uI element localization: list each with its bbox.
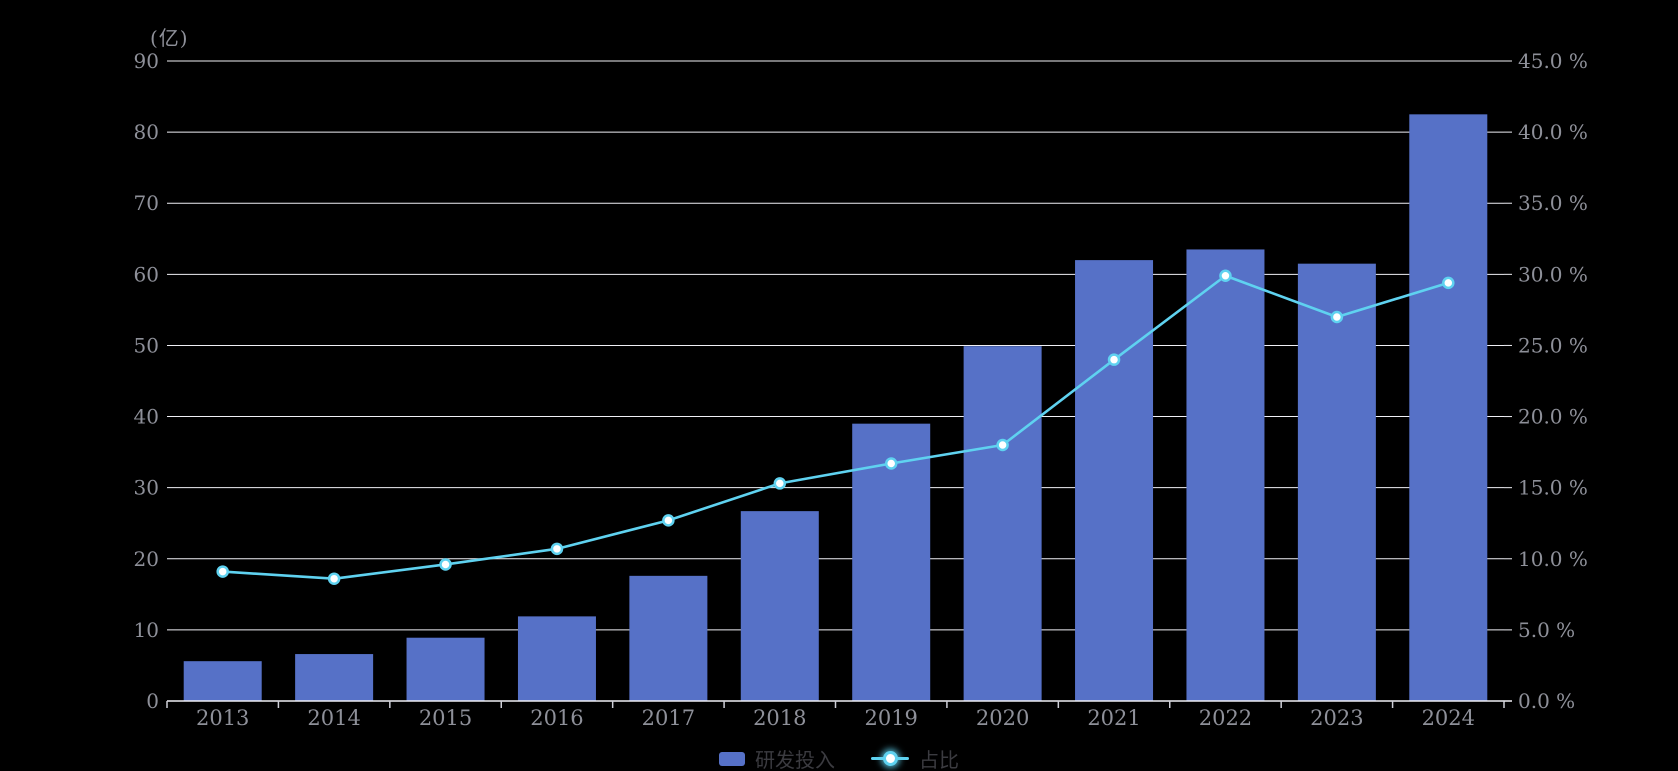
legend-item-rd-investment[interactable]: 研发投入 (719, 744, 835, 771)
right-axis-label: 45.0 % (1518, 49, 1588, 73)
x-axis-label-2017: 2017 (642, 706, 695, 730)
ratio-point-2020[interactable] (996, 438, 1009, 452)
ratio-point-2016[interactable] (550, 542, 564, 556)
right-axis-label: 30.0 % (1518, 262, 1588, 286)
bar-2017[interactable] (629, 575, 708, 701)
x-axis-label-2016: 2016 (530, 706, 583, 730)
right-axis-label: 10.0 % (1518, 547, 1588, 571)
ratio-point-2019[interactable] (884, 457, 898, 470)
bar-2020[interactable] (963, 346, 1042, 701)
right-axis-label: 40.0 % (1518, 120, 1588, 144)
x-axis-label-2020: 2020 (976, 706, 1029, 730)
left-axis-label: 60 (134, 262, 159, 286)
x-axis-label-2024: 2024 (1422, 706, 1475, 730)
x-axis-label-2013: 2013 (196, 706, 249, 730)
bar-2023[interactable] (1297, 263, 1376, 701)
legend-label-ratio: 占比 (919, 748, 959, 771)
ratio-point-2013[interactable] (216, 565, 229, 578)
legend-label-rd-investment: 研发投入 (755, 748, 835, 771)
bar-2015[interactable] (406, 637, 485, 701)
ratio-point-2022[interactable] (1219, 269, 1232, 283)
right-axis-label: 5.0 % (1518, 618, 1575, 642)
left-axis-label: 90 (134, 49, 159, 73)
left-axis-label: 40 (134, 405, 159, 429)
ratio-point-2021[interactable] (1107, 353, 1121, 366)
ratio-point-2014[interactable] (327, 572, 341, 585)
bar-2022[interactable] (1186, 249, 1265, 701)
bar-2019[interactable] (852, 423, 931, 701)
left-axis-label: 30 (134, 476, 159, 500)
ratio-point-2017[interactable] (662, 514, 675, 527)
left-axis-label: 70 (134, 191, 159, 215)
right-axis-label: 20.0 % (1518, 405, 1588, 429)
ratio-point-2018[interactable] (773, 477, 787, 490)
left-axis-unit-label: (亿) (150, 26, 189, 50)
bar-2014[interactable] (295, 654, 374, 701)
left-axis-label: 0 (146, 689, 159, 713)
right-axis-label: 35.0 % (1518, 191, 1588, 215)
bar-2016[interactable] (517, 616, 596, 701)
ratio-point-2015[interactable] (439, 558, 452, 571)
ratio-point-2023[interactable] (1330, 310, 1344, 324)
x-axis-label-2018: 2018 (753, 706, 806, 730)
x-axis-label-2019: 2019 (864, 706, 917, 730)
right-axis-label: 0.0 % (1518, 689, 1575, 713)
left-axis-label: 10 (134, 618, 159, 642)
line-dot-icon (882, 751, 898, 766)
x-axis-label-2023: 2023 (1310, 706, 1363, 730)
right-axis-label: 25.0 % (1518, 333, 1588, 357)
legend: 研发投入 占比 (0, 744, 1678, 771)
bar-2021[interactable] (1075, 260, 1154, 701)
ratio-point-2024[interactable] (1442, 276, 1455, 290)
left-axis-label: 50 (134, 333, 159, 357)
left-axis-label: 20 (134, 547, 159, 571)
x-axis-label-2022: 2022 (1199, 706, 1252, 730)
bar-2018[interactable] (740, 511, 819, 701)
x-axis-label-2015: 2015 (419, 706, 472, 730)
x-axis-label-2021: 2021 (1087, 706, 1140, 730)
right-axis-label: 15.0 % (1518, 476, 1588, 500)
bar-2024[interactable] (1409, 114, 1488, 702)
bar-series-swatch-icon (719, 751, 745, 766)
left-axis-label: 80 (134, 120, 159, 144)
x-axis-label-2014: 2014 (307, 706, 360, 730)
line-series-marker-icon (871, 751, 909, 767)
bar-2013[interactable] (183, 661, 262, 701)
ratio-line (221, 274, 1450, 580)
legend-item-ratio[interactable]: 占比 (871, 744, 959, 771)
